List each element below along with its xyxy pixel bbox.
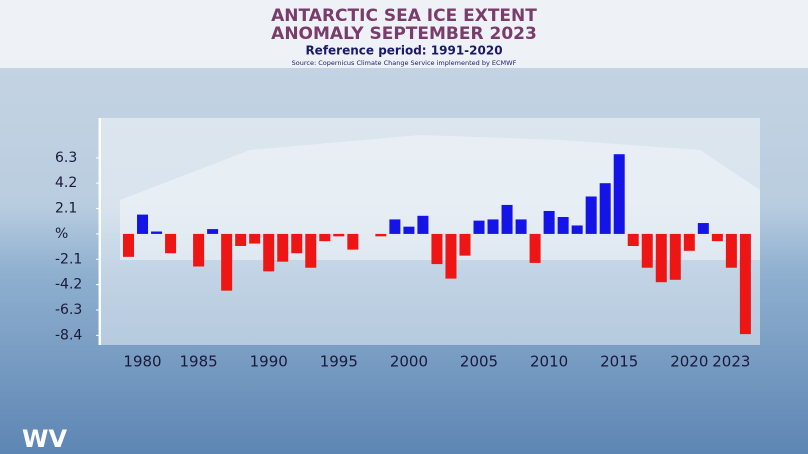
bar <box>207 229 219 234</box>
header-band <box>0 0 808 68</box>
y-tick-label: -4.2 <box>55 277 82 293</box>
source: Source: Copernicus Climate Change Servic… <box>292 59 517 67</box>
bar <box>473 220 485 234</box>
bar <box>627 233 639 246</box>
bar <box>235 233 247 246</box>
bar <box>319 233 331 242</box>
bar <box>655 233 667 283</box>
bar <box>501 204 513 234</box>
bar <box>557 217 569 234</box>
bar <box>249 233 261 244</box>
bar <box>487 219 499 234</box>
bar <box>403 226 415 234</box>
bar <box>193 233 205 267</box>
logo: WV <box>22 425 67 453</box>
bar <box>641 233 653 268</box>
y-tick-label: -2.1 <box>55 251 82 267</box>
bar <box>697 223 709 234</box>
bar <box>165 233 177 254</box>
bar <box>291 233 303 254</box>
bar <box>137 214 149 234</box>
bar <box>431 233 443 265</box>
y-tick-label: 4.2 <box>55 175 77 191</box>
x-tick-label: 2015 <box>600 353 638 371</box>
bar <box>151 231 163 234</box>
x-tick-label: 2000 <box>390 353 428 371</box>
bar <box>263 233 275 272</box>
x-tick-label: 1985 <box>180 353 218 371</box>
bar <box>417 215 429 234</box>
bar <box>277 233 289 262</box>
bar <box>333 233 345 237</box>
y-tick-label: 6.3 <box>55 150 77 166</box>
x-tick-label: 2023 <box>712 353 750 371</box>
bar <box>375 233 387 237</box>
bar <box>445 233 457 279</box>
y-tick-label: 2.1 <box>55 201 77 217</box>
bar <box>613 154 625 234</box>
bar <box>459 233 471 256</box>
bar <box>669 233 681 280</box>
x-tick-label: 1995 <box>320 353 358 371</box>
bar <box>305 233 317 268</box>
bar <box>123 233 135 257</box>
bar <box>347 233 359 250</box>
x-tick-label: 2010 <box>530 353 568 371</box>
bar <box>221 233 233 291</box>
bar <box>725 233 737 268</box>
chart-title: ANTARCTIC SEA ICE EXTENT <box>271 6 537 26</box>
y-tick-label: -8.4 <box>55 327 82 343</box>
x-tick-label: 2005 <box>460 353 498 371</box>
bar <box>585 196 597 234</box>
bar <box>599 183 611 234</box>
x-tick-label: 1990 <box>250 353 288 371</box>
bar <box>683 233 695 251</box>
reference: Reference period: 1991-2020 <box>305 44 502 58</box>
plot-panel <box>98 118 760 345</box>
y-tick-label: % <box>55 226 68 242</box>
chart-subtitle: ANOMALY SEPTEMBER 2023 <box>271 24 537 44</box>
bar <box>515 219 527 234</box>
bar <box>571 225 583 234</box>
y-tick-label: -6.3 <box>55 302 82 318</box>
bar <box>389 219 401 234</box>
bar <box>543 210 555 234</box>
bar <box>711 233 723 242</box>
x-tick-label: 1980 <box>123 353 161 371</box>
x-tick-label: 2020 <box>670 353 708 371</box>
bar <box>739 233 751 335</box>
bar <box>529 233 541 263</box>
